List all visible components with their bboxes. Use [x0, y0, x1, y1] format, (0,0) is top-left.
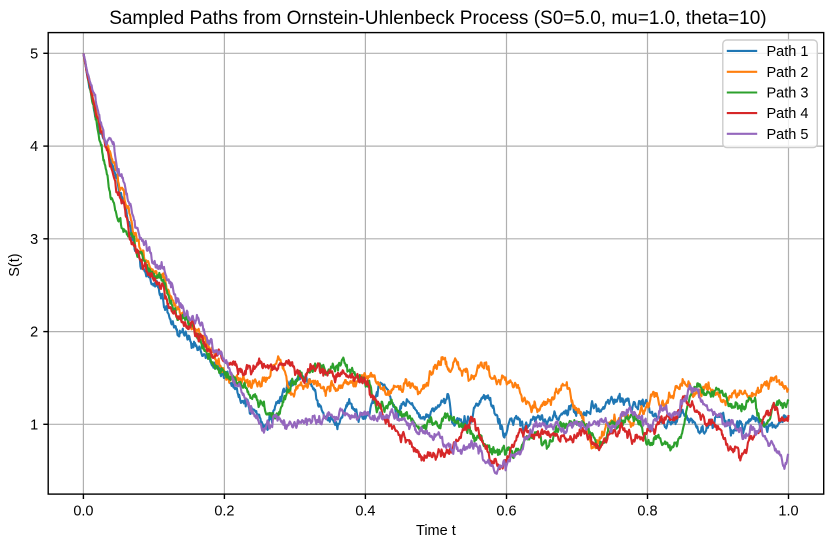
svg-text:Path 3: Path 3: [767, 86, 809, 102]
svg-text:0.0: 0.0: [73, 503, 93, 519]
svg-text:1: 1: [30, 417, 38, 433]
svg-text:2: 2: [30, 325, 38, 341]
svg-text:0.4: 0.4: [355, 503, 375, 519]
svg-text:0.8: 0.8: [637, 503, 657, 519]
svg-text:S(t): S(t): [7, 253, 23, 276]
svg-text:Time t: Time t: [416, 523, 456, 539]
svg-text:3: 3: [30, 232, 38, 248]
svg-text:1.0: 1.0: [778, 503, 798, 519]
svg-text:4: 4: [30, 139, 38, 155]
svg-text:5: 5: [30, 46, 38, 62]
svg-text:0.2: 0.2: [214, 503, 234, 519]
svg-text:Path 2: Path 2: [767, 65, 809, 81]
svg-text:0.6: 0.6: [496, 503, 516, 519]
svg-text:Sampled Paths from Ornstein-Uh: Sampled Paths from Ornstein-Uhlenbeck Pr…: [109, 8, 766, 29]
svg-text:Path 1: Path 1: [767, 44, 809, 60]
svg-text:Path 5: Path 5: [767, 127, 809, 143]
svg-text:Path 4: Path 4: [767, 106, 809, 122]
